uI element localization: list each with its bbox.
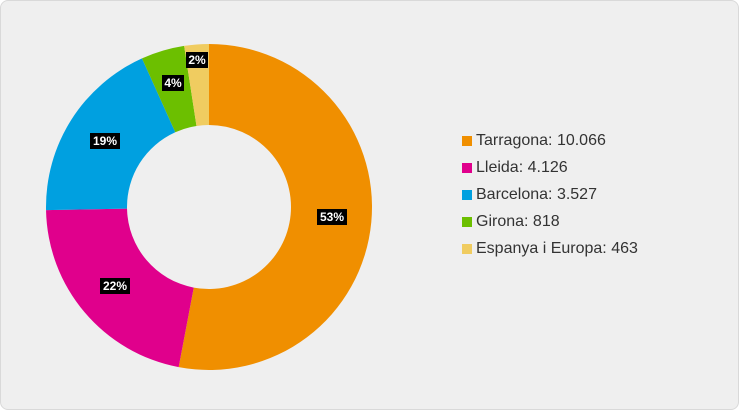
percent-label-bg — [162, 75, 184, 91]
legend-item: Girona: 818 — [462, 208, 638, 235]
legend-label: Espanya i Europa: 463 — [476, 239, 638, 257]
legend-label: Lleida: 4.126 — [476, 158, 568, 176]
legend: Tarragona: 10.066 Lleida: 4.126 Barcelona:… — [462, 127, 638, 262]
percent-label-bg — [100, 278, 130, 294]
slice-tarragona — [178, 43, 373, 371]
legend-label: Tarragona: 10.066 — [476, 131, 606, 149]
percent-label-bg — [186, 52, 208, 68]
legend-swatch — [462, 162, 472, 173]
legend-item: Lleida: 4.126 — [462, 154, 638, 181]
legend-item: Tarragona: 10.066 — [462, 127, 638, 154]
legend-label: Girona: 818 — [476, 212, 560, 230]
percent-label-4: 2% — [186, 52, 208, 68]
legend-swatch — [462, 135, 472, 146]
percent-label-1: 22% — [100, 278, 130, 294]
percent-label-text: 4% — [164, 76, 182, 90]
legend-swatch — [462, 243, 472, 254]
percent-label-text: 19% — [93, 134, 117, 148]
percent-label-0: 53% — [317, 209, 347, 225]
legend-label: Barcelona: 3.527 — [476, 185, 597, 203]
legend-item: Espanya i Europa: 463 — [462, 235, 638, 262]
legend-item: Barcelona: 3.527 — [462, 181, 638, 208]
percent-label-bg — [317, 209, 347, 225]
percent-label-text: 22% — [103, 279, 127, 293]
percent-label-bg — [90, 133, 120, 149]
percent-label-2: 19% — [90, 133, 120, 149]
legend-swatch — [462, 189, 472, 200]
legend-swatch — [462, 216, 472, 227]
percent-label-text: 53% — [320, 210, 344, 224]
percent-label-text: 2% — [188, 53, 206, 67]
percent-label-3: 4% — [162, 75, 184, 91]
